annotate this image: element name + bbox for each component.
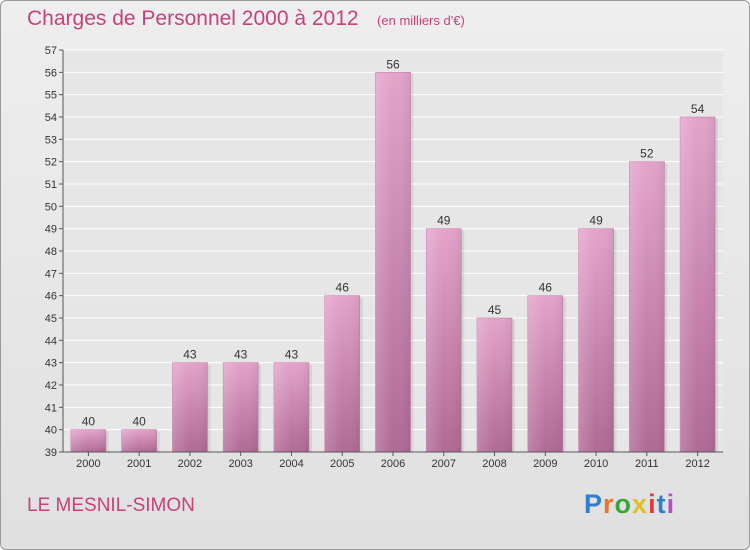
bar-highlight — [680, 117, 716, 452]
chart-title: Charges de Personnel 2000 à 2012 — [27, 7, 359, 30]
bar-highlight — [121, 429, 157, 452]
x-tick-label: 2007 — [432, 458, 456, 470]
y-tick-label: 55 — [45, 90, 57, 102]
bar-highlight — [324, 295, 360, 452]
data-label: 40 — [82, 415, 96, 429]
y-tick-label: 42 — [45, 380, 57, 392]
bar-highlight — [629, 161, 665, 452]
y-tick-label: 51 — [45, 179, 57, 191]
x-tick-label: 2006 — [381, 458, 405, 470]
data-label: 54 — [691, 102, 705, 116]
logo-letter: r — [603, 489, 615, 519]
x-tick-label: 2010 — [584, 458, 608, 470]
chart-subtitle: (en milliers d'€) — [377, 13, 465, 28]
bar-highlight — [426, 228, 462, 452]
data-label: 49 — [437, 214, 451, 228]
data-label: 43 — [285, 348, 299, 362]
x-tick-label: 2003 — [228, 458, 252, 470]
x-tick-label: 2004 — [279, 458, 303, 470]
y-tick-label: 53 — [45, 134, 57, 146]
data-label: 52 — [640, 147, 654, 161]
axes: 39 40 41 42 43 44 45 46 47 48 49 50 51 52 53 54 55 56 57 20… — [45, 45, 723, 470]
bar-highlight — [223, 362, 259, 452]
y-tick-label: 52 — [45, 157, 57, 169]
bar-highlight — [172, 362, 208, 452]
y-tick-label: 43 — [45, 358, 57, 370]
data-label: 46 — [539, 281, 553, 295]
x-tick-label: 2000 — [76, 458, 100, 470]
data-label: 56 — [386, 57, 400, 71]
bar-highlight — [578, 228, 614, 452]
y-tick-label: 40 — [45, 425, 57, 437]
title-row: Charges de Personnel 2000 à 2012 (en mil… — [27, 7, 465, 31]
logo-letter: i — [648, 489, 657, 519]
bar-highlight — [375, 72, 411, 452]
y-tick-label: 47 — [45, 268, 57, 280]
logo-letter: i — [666, 489, 676, 519]
x-tick-label: 2008 — [482, 458, 506, 470]
data-label: 43 — [183, 348, 197, 362]
x-tick-label: 2005 — [330, 458, 354, 470]
x-tick-label: 2002 — [178, 458, 202, 470]
bar-highlight — [477, 318, 513, 452]
logo-letter: o — [614, 489, 633, 519]
bar-highlight — [273, 362, 309, 452]
proxiti-logo: Proxiti — [584, 489, 675, 520]
logo-letter: t — [656, 489, 667, 519]
data-label: 43 — [234, 348, 248, 362]
y-tick-label: 57 — [45, 45, 57, 57]
data-label: 45 — [488, 303, 502, 317]
x-tick-label: 2011 — [635, 458, 659, 470]
y-tick-label: 41 — [45, 402, 57, 414]
y-tick-label: 39 — [45, 447, 57, 459]
y-tick-label: 50 — [45, 201, 57, 213]
data-label: 46 — [336, 281, 350, 295]
x-tick-label: 2001 — [127, 458, 151, 470]
x-tick-label: 2009 — [533, 458, 557, 470]
bars: 40 40 43 43 43 46 56 49 45 46 49 52 54 — [70, 57, 719, 453]
x-tick-label: 2012 — [685, 458, 709, 470]
bar-highlight — [527, 295, 563, 452]
y-tick-label: 46 — [45, 291, 57, 303]
data-label: 40 — [132, 415, 146, 429]
logo-letter: P — [584, 489, 604, 519]
y-tick-label: 44 — [45, 335, 57, 347]
bar-highlight — [70, 429, 106, 452]
logo-letter: x — [632, 489, 649, 519]
y-tick-label: 45 — [45, 313, 57, 325]
y-tick-label: 54 — [45, 112, 57, 124]
commune-name: LE MESNIL-SIMON — [27, 495, 195, 516]
y-tick-label: 56 — [45, 67, 57, 79]
data-label: 49 — [589, 214, 603, 228]
y-tick-label: 48 — [45, 246, 57, 258]
y-tick-label: 49 — [45, 224, 57, 236]
